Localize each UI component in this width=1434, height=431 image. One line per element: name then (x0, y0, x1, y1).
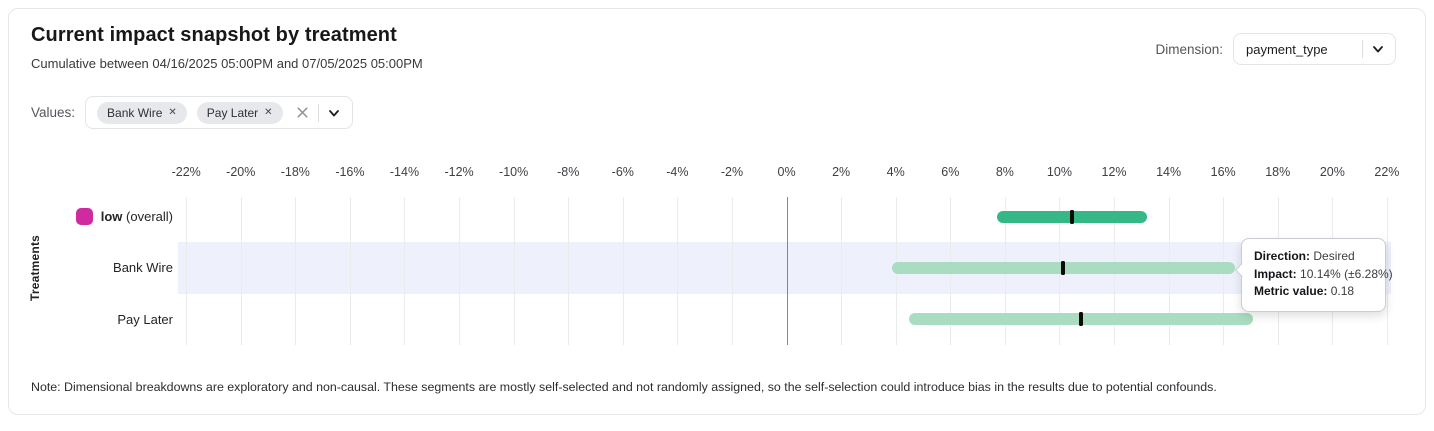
row-label: Pay Later (117, 311, 173, 327)
axis-tick-label: 22% (1374, 165, 1400, 179)
clear-all-icon[interactable] (295, 105, 310, 120)
impact-snapshot-card: Current impact snapshot by treatment Cum… (8, 8, 1426, 415)
gridline (349, 197, 351, 345)
gridline (622, 197, 624, 345)
values-label: Values: (31, 105, 76, 120)
treatment-row-labels: low (overall) Bank Wire Pay Later (9, 191, 173, 345)
page-title: Current impact snapshot by treatment (31, 24, 397, 46)
gridline (186, 197, 188, 345)
axis-tick-label: 10% (1046, 165, 1072, 179)
gridline (677, 197, 679, 345)
axis-tick-label: -12% (444, 165, 474, 179)
values-filter: Values: Bank Wire ✕ Pay Later ✕ (31, 96, 354, 129)
impact-point-marker (1078, 312, 1083, 327)
axis-tick-label: -4% (666, 165, 689, 179)
chip-label: Bank Wire (107, 105, 163, 120)
axis-tick-label: -16% (335, 165, 365, 179)
axis-tick-label: 6% (941, 165, 960, 179)
date-range-subtitle: Cumulative between 04/16/2025 05:00PM an… (31, 56, 423, 71)
axis-tick-label: 4% (886, 165, 905, 179)
gridline (404, 197, 406, 345)
chevron-down-icon[interactable] (1371, 42, 1385, 56)
gridline (731, 197, 733, 345)
axis-tick-label: 2% (832, 165, 851, 179)
axis-tick-label: 16% (1210, 165, 1236, 179)
axis-tick-label: -14% (389, 165, 420, 179)
chip-close-icon[interactable]: ✕ (264, 106, 273, 118)
dimension-selected-value: payment_type (1246, 41, 1328, 57)
axis-tick-label: 14% (1156, 165, 1182, 179)
footnote: Note: Dimensional breakdowns are explora… (31, 380, 1217, 394)
tooltip-impact: Impact: 10.14% (±6.28%) (1254, 266, 1393, 281)
value-chip-pay-later[interactable]: Pay Later ✕ (196, 101, 283, 124)
axis-tick-label: 8% (995, 165, 1014, 179)
axis-tick-label: -22% (171, 165, 201, 179)
axis-tick-label: 0% (777, 165, 796, 179)
dimension-control: Dimension: payment_type (1155, 33, 1396, 65)
legend-swatch (75, 208, 93, 226)
axis-tick-label: 12% (1101, 165, 1127, 179)
gridline (295, 197, 297, 345)
gridline (459, 197, 461, 345)
value-chip-bank-wire[interactable]: Bank Wire ✕ (97, 101, 187, 124)
chip-label: Pay Later (206, 105, 259, 120)
axis-tick-label: -10% (499, 165, 529, 179)
axis-tick-label: -18% (280, 165, 310, 179)
chip-close-icon[interactable]: ✕ (168, 106, 177, 118)
x-axis: -22% -20% -18% -16% -14% -12% -10% -8% -6% -4% -2%… (172, 165, 1400, 181)
gridline (1386, 197, 1388, 345)
dimension-select[interactable]: payment_type (1233, 33, 1396, 65)
impact-point-marker (1069, 209, 1074, 224)
gridline (841, 197, 843, 345)
axis-tick-label: -8% (557, 165, 580, 179)
impact-point-marker (1061, 261, 1066, 275)
chart-plot-area (178, 191, 1391, 345)
values-multiselect[interactable]: Bank Wire ✕ Pay Later ✕ (85, 96, 354, 129)
gridline (568, 197, 570, 345)
axis-tick-label: -2% (720, 165, 744, 179)
axis-tick-label: -6% (611, 165, 634, 179)
zero-baseline (786, 197, 789, 345)
gridline (513, 197, 515, 345)
axis-tick-label: 18% (1265, 165, 1291, 179)
row-label: low (overall) (75, 191, 173, 242)
axis-tick-label: -20% (226, 165, 256, 179)
gridline (240, 197, 242, 345)
impact-tooltip: Direction: Desired Impact: 10.14% (±6.28… (1234, 238, 1393, 312)
divider (1362, 40, 1363, 58)
divider (318, 103, 320, 122)
dimension-label: Dimension: (1155, 41, 1223, 57)
chevron-down-icon[interactable] (327, 106, 341, 120)
tooltip-direction: Direction: Desired (1254, 249, 1355, 263)
axis-tick-label: 20% (1319, 165, 1345, 179)
row-label: Bank Wire (113, 260, 173, 276)
tooltip-metric-value: Metric value: 0.18 (1254, 284, 1355, 298)
